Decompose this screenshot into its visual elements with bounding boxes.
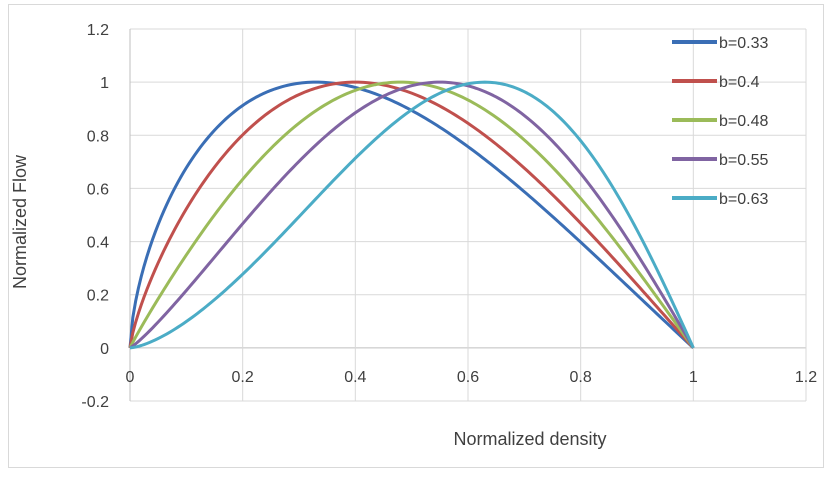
series-line-3 <box>128 80 695 349</box>
legend-label: b=0.48 <box>719 113 768 130</box>
y-tick-label: 1 <box>100 75 109 92</box>
y-tick-label: 1.2 <box>87 22 109 39</box>
x-tick-label: 0 <box>126 369 135 386</box>
series-line-5 <box>129 80 695 350</box>
y-tick-label: -0.2 <box>81 394 109 411</box>
legend-label: b=0.4 <box>719 74 760 91</box>
y-axis-title: Normalized Flow <box>10 154 30 289</box>
x-tick-label: 0.2 <box>232 369 254 386</box>
y-tick-label: 0.2 <box>87 288 109 305</box>
legend-label: b=0.33 <box>719 35 768 52</box>
axis-layer: -0.2 0 0.2 0.4 0.6 0.8 1 1.2 0 0.2 0.4 0.6 0.8 1 1.2 <box>81 22 817 411</box>
x-tick-label: 0.8 <box>570 369 592 386</box>
x-axis-title: Normalized density <box>453 429 606 449</box>
x-tick-label: 1.2 <box>795 369 817 386</box>
y-tick-label: 0.6 <box>87 181 109 198</box>
legend-label: b=0.55 <box>719 152 768 169</box>
legend: b=0.33 b=0.4 b=0.48 b=0.55 b=0.63 <box>672 35 768 208</box>
y-tick-label: 0.8 <box>87 128 109 145</box>
series-line-2 <box>128 80 695 349</box>
x-tick-label: 1 <box>689 369 698 386</box>
y-tick-label: 0 <box>100 341 109 358</box>
x-tick-label: 0.4 <box>344 369 366 386</box>
series-line-4 <box>129 80 695 350</box>
y-tick-label: 0.4 <box>87 235 109 252</box>
x-tick-label: 0.6 <box>457 369 479 386</box>
series-layer <box>128 80 695 350</box>
legend-label: b=0.63 <box>719 191 768 208</box>
